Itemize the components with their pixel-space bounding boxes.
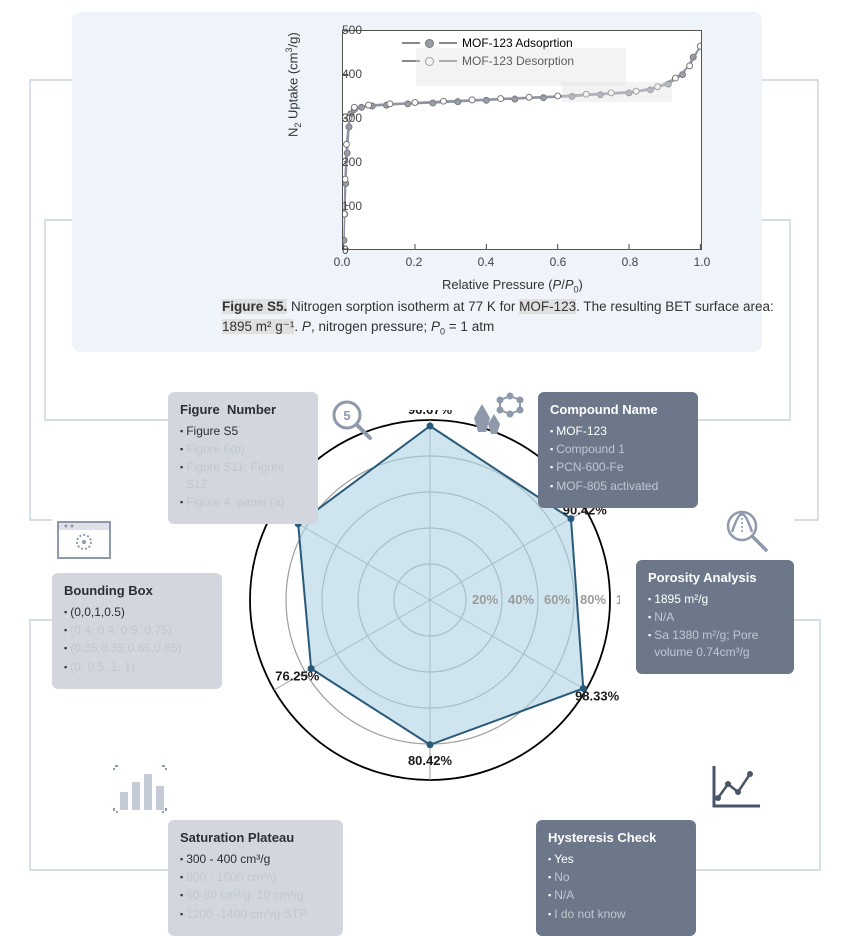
list-item: 60-80 cm³/g; 10 cm³/g bbox=[186, 887, 303, 903]
card-porosity-analysis: Porosity Analysis 1895 m²/g N/A Sa 1380 … bbox=[636, 560, 794, 674]
list-item: I do not know bbox=[554, 906, 625, 922]
list-item: Figure 4, panel (a) bbox=[186, 494, 284, 510]
list-item: N/A bbox=[554, 887, 574, 903]
legend-highlight bbox=[416, 48, 626, 86]
line-chart-icon bbox=[710, 762, 764, 812]
xtick-5: 1.0 bbox=[694, 255, 711, 269]
card-saturation-plateau: Saturation Plateau 300 - 400 cm³/g 800 -… bbox=[168, 820, 343, 936]
xtick-1: 0.2 bbox=[406, 255, 423, 269]
card-title: Bounding Box bbox=[64, 583, 210, 598]
crystal-molecule-icon bbox=[468, 388, 532, 440]
list-item: (0.4, 0.4, 0.9, 0.75) bbox=[70, 622, 171, 638]
isotherm-ylabel: N2 Uptake (cm3/g) bbox=[284, 32, 303, 137]
card-figure-number: Figure Number Figure S5 Figure 6(b) Figu… bbox=[168, 392, 318, 524]
svg-text:5: 5 bbox=[343, 408, 350, 423]
bounding-box-icon bbox=[56, 518, 112, 562]
xtick-4: 0.8 bbox=[622, 255, 639, 269]
figure-caption: Figure S5. Nitrogen sorption isotherm at… bbox=[222, 297, 782, 339]
list-item: 800 - 1000 cm³/g bbox=[186, 869, 277, 885]
svg-text:60%: 60% bbox=[544, 592, 570, 607]
list-item: No bbox=[554, 869, 569, 885]
card-bounding-box: Bounding Box (0,0,1,0.5) (0.4, 0.4, 0.9,… bbox=[52, 573, 222, 689]
xtick-2: 0.4 bbox=[478, 255, 495, 269]
card-title: Figure Number bbox=[180, 402, 306, 417]
list-item: MOF-123 bbox=[556, 423, 607, 439]
card-list: MOF-123 Compound 1 PCN-600-Fe MOF-805 ac… bbox=[550, 423, 686, 494]
card-title: Porosity Analysis bbox=[648, 570, 782, 585]
list-item: N/A bbox=[654, 609, 674, 625]
list-item: Figure 6(b) bbox=[186, 441, 245, 457]
xtick-0: 0.0 bbox=[334, 255, 351, 269]
list-item: Sa 1380 m²/g; Pore volume 0.74cm³/g bbox=[654, 627, 782, 659]
isotherm-xlabel: Relative Pressure (P/P0) bbox=[442, 277, 583, 295]
list-item: 1895 m²/g bbox=[654, 591, 708, 607]
svg-text:40%: 40% bbox=[508, 592, 534, 607]
list-item: Yes bbox=[554, 851, 574, 867]
svg-text:20%: 20% bbox=[472, 592, 498, 607]
isotherm-panel: MOF-123 Adsoprtion MOF-123 Desorption 0 … bbox=[72, 12, 762, 352]
plateau-highlight bbox=[562, 82, 672, 102]
card-compound-name: Compound Name MOF-123 Compound 1 PCN-600… bbox=[538, 392, 698, 508]
card-title: Compound Name bbox=[550, 402, 686, 417]
list-item: Compound 1 bbox=[556, 441, 625, 457]
peak-analysis-icon bbox=[722, 506, 774, 558]
list-item: PCN-600-Fe bbox=[556, 459, 623, 475]
svg-text:100%: 100% bbox=[616, 592, 620, 607]
card-list: (0,0,1,0.5) (0.4, 0.4, 0.9, 0.75) (0.35,… bbox=[64, 604, 210, 675]
list-item: Figure S11; Figure S12 bbox=[186, 459, 306, 491]
magnifier-number-icon: 5 bbox=[328, 396, 376, 444]
card-list: 1895 m²/g N/A Sa 1380 m²/g; Pore volume … bbox=[648, 591, 782, 660]
list-item: MOF-805 activated bbox=[556, 478, 658, 494]
list-item: 300 - 400 cm³/g bbox=[186, 851, 270, 867]
card-list: Yes No N/A I do not know bbox=[548, 851, 684, 922]
xtick-3: 0.6 bbox=[550, 255, 567, 269]
wire-1 bbox=[30, 80, 72, 520]
svg-text:98.33%: 98.33% bbox=[575, 688, 620, 703]
list-item: (0.35,0.35,0.65,0.65) bbox=[70, 640, 181, 656]
svg-text:96.67%: 96.67% bbox=[408, 410, 453, 417]
card-list: Figure S5 Figure 6(b) Figure S11; Figure… bbox=[180, 423, 306, 510]
list-item: 1200 -1400 cm³/g STP bbox=[186, 906, 307, 922]
svg-text:76.25%: 76.25% bbox=[275, 669, 320, 684]
list-item: Figure S5 bbox=[186, 423, 238, 439]
card-hysteresis-check: Hysteresis Check Yes No N/A I do not kno… bbox=[536, 820, 696, 936]
filled-marker-icon bbox=[425, 39, 434, 48]
list-item: (0,0,1,0.5) bbox=[70, 604, 125, 620]
card-list: 300 - 400 cm³/g 800 - 1000 cm³/g 60-80 c… bbox=[180, 851, 331, 922]
svg-text:80.42%: 80.42% bbox=[408, 753, 453, 768]
svg-text:80%: 80% bbox=[580, 592, 606, 607]
card-title: Saturation Plateau bbox=[180, 830, 331, 845]
bar-chart-focus-icon bbox=[112, 764, 168, 814]
list-item: (0, 0.5, 1, 1) bbox=[70, 659, 135, 675]
card-title: Hysteresis Check bbox=[548, 830, 684, 845]
